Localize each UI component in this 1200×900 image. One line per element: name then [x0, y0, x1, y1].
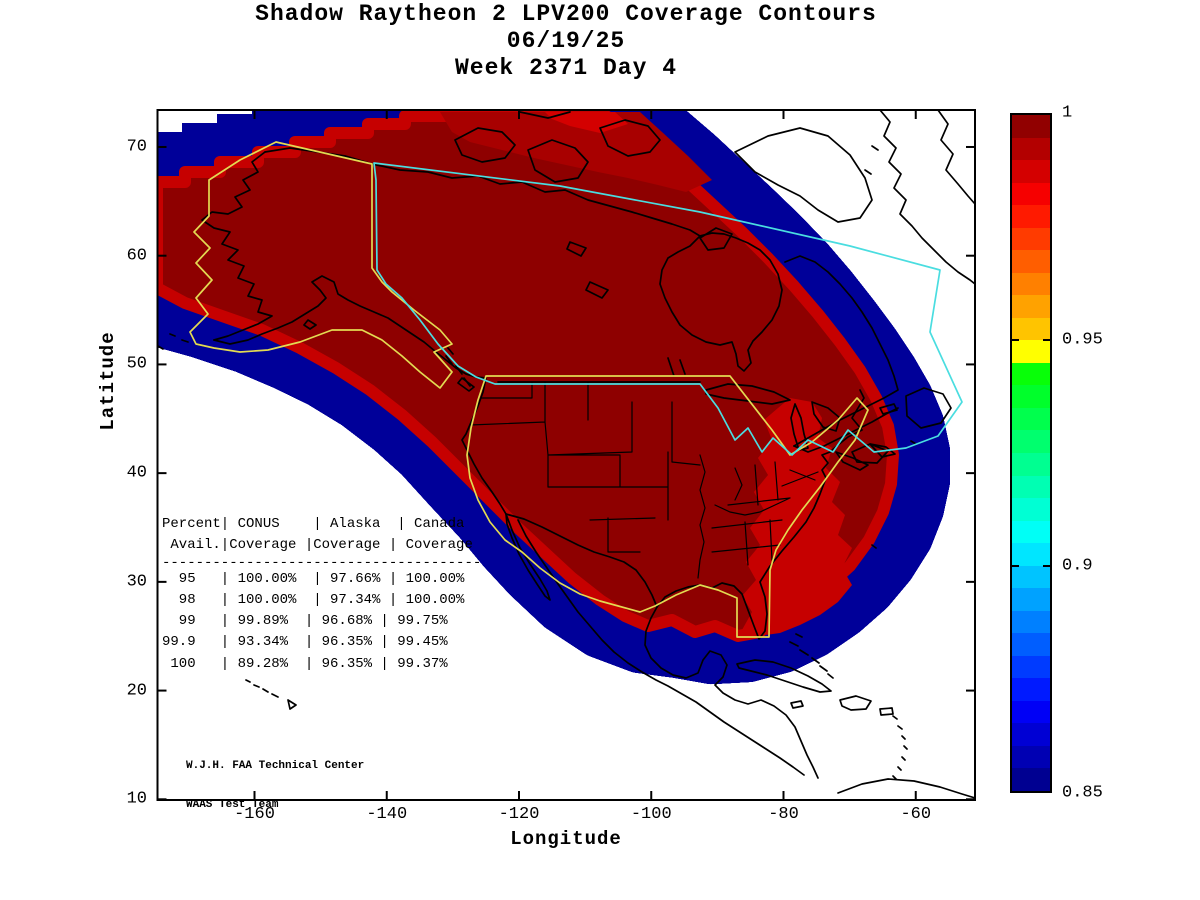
colorbar-tick [1043, 338, 1050, 341]
colorbar-tick [1012, 338, 1019, 341]
colorbar-tick [1043, 565, 1050, 568]
colorbar-band [1012, 700, 1050, 724]
colorbar-band [1012, 115, 1050, 138]
colorbar-band [1012, 137, 1050, 161]
table-separator: -------------------------------------- [162, 554, 482, 571]
x-tick-label: -80 [768, 805, 799, 824]
x-tick-label: -140 [366, 805, 408, 824]
table-header-row: Avail.|Coverage |Coverage | Coverage [162, 537, 473, 554]
x-axis-title: Longitude [510, 828, 622, 850]
colorbar-tick-label: 0.9 [1062, 556, 1093, 576]
colorbar-band [1012, 362, 1050, 386]
colorbar-band [1012, 768, 1050, 791]
colorbar-tick [1012, 565, 1019, 568]
colorbar-band [1012, 655, 1050, 679]
colorbar-band [1012, 610, 1050, 634]
coverage-arctic-bright-patch [545, 112, 628, 133]
y-tick-label: 70 [126, 137, 147, 157]
coverage-arctic-patch [440, 112, 712, 192]
y-tick-label: 40 [126, 463, 147, 483]
colorbar-band [1012, 633, 1050, 656]
table-header-row: Percent| CONUS | Alaska | Canada [162, 516, 465, 532]
axes-box [156, 109, 976, 801]
table-row: 99 | 99.89% | 96.68% | 99.75% [162, 613, 448, 630]
x-tick-label: -120 [498, 805, 540, 824]
colorbar-band [1012, 295, 1050, 318]
axis-ticks [157, 110, 975, 801]
credit-line-2: WAAS Test Team [186, 799, 279, 811]
title-line-3: Week 2371 Day 4 [454, 55, 678, 81]
colorbar-band [1012, 475, 1050, 499]
x-tick-label: -60 [900, 805, 932, 824]
colorbar-band [1012, 272, 1050, 296]
colorbar-band [1012, 317, 1050, 341]
x-tick-label: -160 [234, 805, 275, 824]
canada-service-boundary [373, 162, 963, 456]
colorbar-band [1012, 452, 1050, 476]
colorbar-band [1012, 588, 1050, 611]
colorbar-band [1012, 723, 1050, 746]
table-row: 98 | 100.00% | 97.34% | 100.00% [162, 591, 465, 608]
colorbar-band [1012, 407, 1050, 431]
colorbar-band [1012, 205, 1050, 228]
colorbar-tick-label: 1 [1062, 103, 1073, 123]
colorbar-band [1012, 498, 1050, 521]
coastlines [157, 110, 975, 799]
colorbar [1010, 113, 1052, 793]
plot-title: Shadow Raytheon 2 LPV200 Coverage Contou… [157, 1, 975, 82]
conus-alaska-service-boundary [189, 141, 869, 638]
title-line-2: 06/19/25 [506, 28, 626, 54]
colorbar-band [1012, 430, 1050, 453]
y-tick-label: 20 [126, 681, 147, 701]
coverage-statistics-table: Percent| CONUS | Alaska | Canada Avail.|… [162, 514, 481, 675]
table-row: 100 | 89.28% | 96.35% | 99.37% [162, 655, 448, 672]
table-row: 95 | 100.00% | 97.66% | 100.00% [162, 570, 465, 587]
y-tick-label: 30 [126, 572, 147, 592]
colorbar-band [1012, 745, 1050, 769]
colorbar-band [1012, 565, 1050, 589]
colorbar-band [1012, 227, 1050, 251]
colorbar-tick-label: 0.95 [1062, 330, 1103, 350]
table-row: 99.9 | 93.34% | 96.35% | 99.45% [162, 634, 448, 651]
credit-line-1: W.J.H. FAA Technical Center [186, 760, 365, 772]
coverage-core-region [157, 110, 899, 642]
credit-text: W.J.H. FAA Technical Center WAAS Test Te… [186, 734, 364, 838]
colorbar-band [1012, 520, 1050, 544]
y-tick-label: 60 [126, 246, 147, 266]
colorbar-band [1012, 250, 1050, 273]
colorbar-band [1012, 678, 1050, 701]
y-axis-title: Latitude [97, 331, 119, 431]
title-line-1: Shadow Raytheon 2 LPV200 Coverage Contou… [255, 1, 877, 27]
colorbar-band [1012, 543, 1050, 566]
colorbar-band [1012, 385, 1050, 408]
colorbar-band [1012, 340, 1050, 363]
y-tick-label: 10 [126, 789, 147, 809]
x-tick-label: -100 [630, 805, 672, 824]
colorbar-tick-label: 0.85 [1062, 783, 1103, 803]
colorbar-band [1012, 160, 1050, 183]
colorbar-band [1012, 182, 1050, 206]
y-tick-label: 50 [126, 354, 147, 374]
